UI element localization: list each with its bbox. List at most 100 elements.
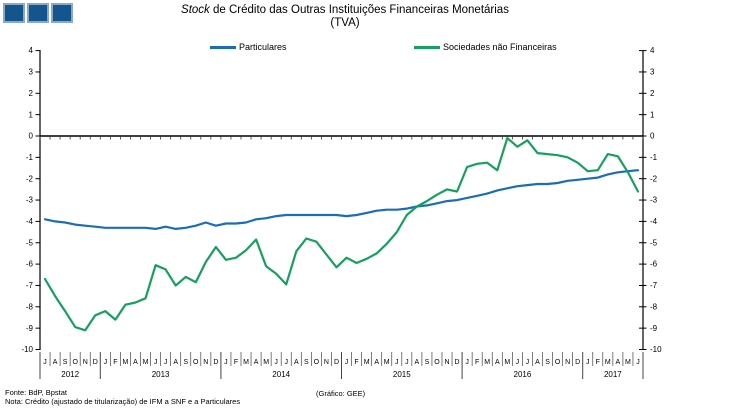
svg-text:D: D xyxy=(93,359,98,366)
svg-text:A: A xyxy=(133,359,138,366)
svg-text:A: A xyxy=(294,359,299,366)
svg-text:4: 4 xyxy=(650,46,655,55)
svg-text:S: S xyxy=(63,359,68,366)
svg-text:-4: -4 xyxy=(650,217,658,226)
svg-text:J: J xyxy=(586,359,590,366)
svg-text:J: J xyxy=(465,359,469,366)
svg-text:2: 2 xyxy=(29,89,34,98)
svg-text:-5: -5 xyxy=(650,238,658,247)
svg-text:N: N xyxy=(444,359,449,366)
logo-squares-icon xyxy=(3,3,73,23)
svg-text:A: A xyxy=(535,359,540,366)
svg-text:F: F xyxy=(113,359,117,366)
svg-text:A: A xyxy=(254,359,259,366)
svg-text:A: A xyxy=(415,359,420,366)
svg-text:F: F xyxy=(234,359,238,366)
svg-text:3: 3 xyxy=(650,68,655,77)
svg-text:-7: -7 xyxy=(650,281,658,290)
svg-text:D: D xyxy=(213,359,218,366)
svg-text:J: J xyxy=(154,359,158,366)
svg-text:-8: -8 xyxy=(650,302,658,311)
svg-text:M: M xyxy=(263,359,269,366)
chart-title-line1: Stock de Crédito das Outras Instituições… xyxy=(0,4,690,17)
svg-text:-7: -7 xyxy=(26,281,34,290)
svg-text:J: J xyxy=(636,359,640,366)
svg-text:J: J xyxy=(274,359,278,366)
svg-text:O: O xyxy=(555,359,561,366)
svg-text:J: J xyxy=(224,359,228,366)
svg-text:-10: -10 xyxy=(650,345,662,354)
svg-text:0: 0 xyxy=(29,132,34,141)
svg-text:2014: 2014 xyxy=(272,370,290,379)
svg-text:A: A xyxy=(173,359,178,366)
svg-text:D: D xyxy=(455,359,460,366)
svg-text:N: N xyxy=(203,359,208,366)
svg-text:J: J xyxy=(526,359,530,366)
svg-text:3: 3 xyxy=(29,68,34,77)
footer-notes: Fonte: BdP, Bpstat Nota: Crédito (ajusta… xyxy=(5,388,240,406)
svg-text:-3: -3 xyxy=(26,196,34,205)
svg-text:-9: -9 xyxy=(650,324,658,333)
svg-text:A: A xyxy=(374,359,379,366)
svg-text:M: M xyxy=(504,359,510,366)
svg-text:-1: -1 xyxy=(650,153,658,162)
svg-text:2017: 2017 xyxy=(604,370,622,379)
logo-square-icon xyxy=(3,3,25,23)
svg-text:M: M xyxy=(364,359,370,366)
logo-square-icon xyxy=(27,3,49,23)
svg-text:O: O xyxy=(314,359,320,366)
svg-text:N: N xyxy=(83,359,88,366)
svg-text:-2: -2 xyxy=(650,174,658,183)
svg-text:-5: -5 xyxy=(26,238,34,247)
svg-text:O: O xyxy=(193,359,199,366)
svg-text:A: A xyxy=(495,359,500,366)
svg-text:2016: 2016 xyxy=(514,370,532,379)
svg-text:S: S xyxy=(183,359,188,366)
svg-text:J: J xyxy=(164,359,168,366)
svg-text:-8: -8 xyxy=(26,302,34,311)
svg-text:N: N xyxy=(565,359,570,366)
svg-text:J: J xyxy=(284,359,288,366)
svg-text:-6: -6 xyxy=(26,260,34,269)
svg-text:M: M xyxy=(123,359,129,366)
svg-text:-3: -3 xyxy=(650,196,658,205)
svg-text:J: J xyxy=(405,359,409,366)
legend-item-particulares: Particulares xyxy=(210,41,287,53)
svg-text:A: A xyxy=(53,359,58,366)
svg-text:D: D xyxy=(334,359,339,366)
svg-text:J: J xyxy=(345,359,349,366)
legend-label-sociedades: Sociedades não Financeiras xyxy=(443,42,557,52)
svg-text:S: S xyxy=(545,359,550,366)
svg-text:1: 1 xyxy=(650,110,655,119)
svg-text:N: N xyxy=(324,359,329,366)
svg-text:2013: 2013 xyxy=(152,370,170,379)
graphic-credit: (Gráfico: GEE) xyxy=(316,389,366,398)
svg-text:S: S xyxy=(304,359,309,366)
svg-text:-1: -1 xyxy=(26,153,34,162)
chart-title-line2: (TVA) xyxy=(330,17,360,29)
svg-text:0: 0 xyxy=(650,132,655,141)
svg-text:D: D xyxy=(575,359,580,366)
svg-text:J: J xyxy=(395,359,399,366)
svg-text:M: M xyxy=(484,359,490,366)
svg-text:-2: -2 xyxy=(26,174,34,183)
svg-text:-10: -10 xyxy=(21,345,33,354)
svg-text:F: F xyxy=(354,359,358,366)
svg-text:-6: -6 xyxy=(650,260,658,269)
credit-note: Nota: Crédito (ajustado de titularização… xyxy=(5,397,241,406)
svg-text:J: J xyxy=(104,359,108,366)
legend-line-green-icon xyxy=(414,45,440,49)
svg-text:2015: 2015 xyxy=(393,370,411,379)
svg-text:J: J xyxy=(43,359,47,366)
svg-text:A: A xyxy=(616,359,621,366)
legend-line-blue-icon xyxy=(210,45,236,49)
svg-text:2: 2 xyxy=(650,89,655,98)
chart-title-italic: Stock xyxy=(181,4,210,16)
svg-text:M: M xyxy=(243,359,249,366)
svg-text:M: M xyxy=(605,359,611,366)
svg-text:M: M xyxy=(143,359,149,366)
source-note: Fonte: BdP, Bpstat xyxy=(5,388,67,397)
svg-text:1: 1 xyxy=(29,110,34,119)
